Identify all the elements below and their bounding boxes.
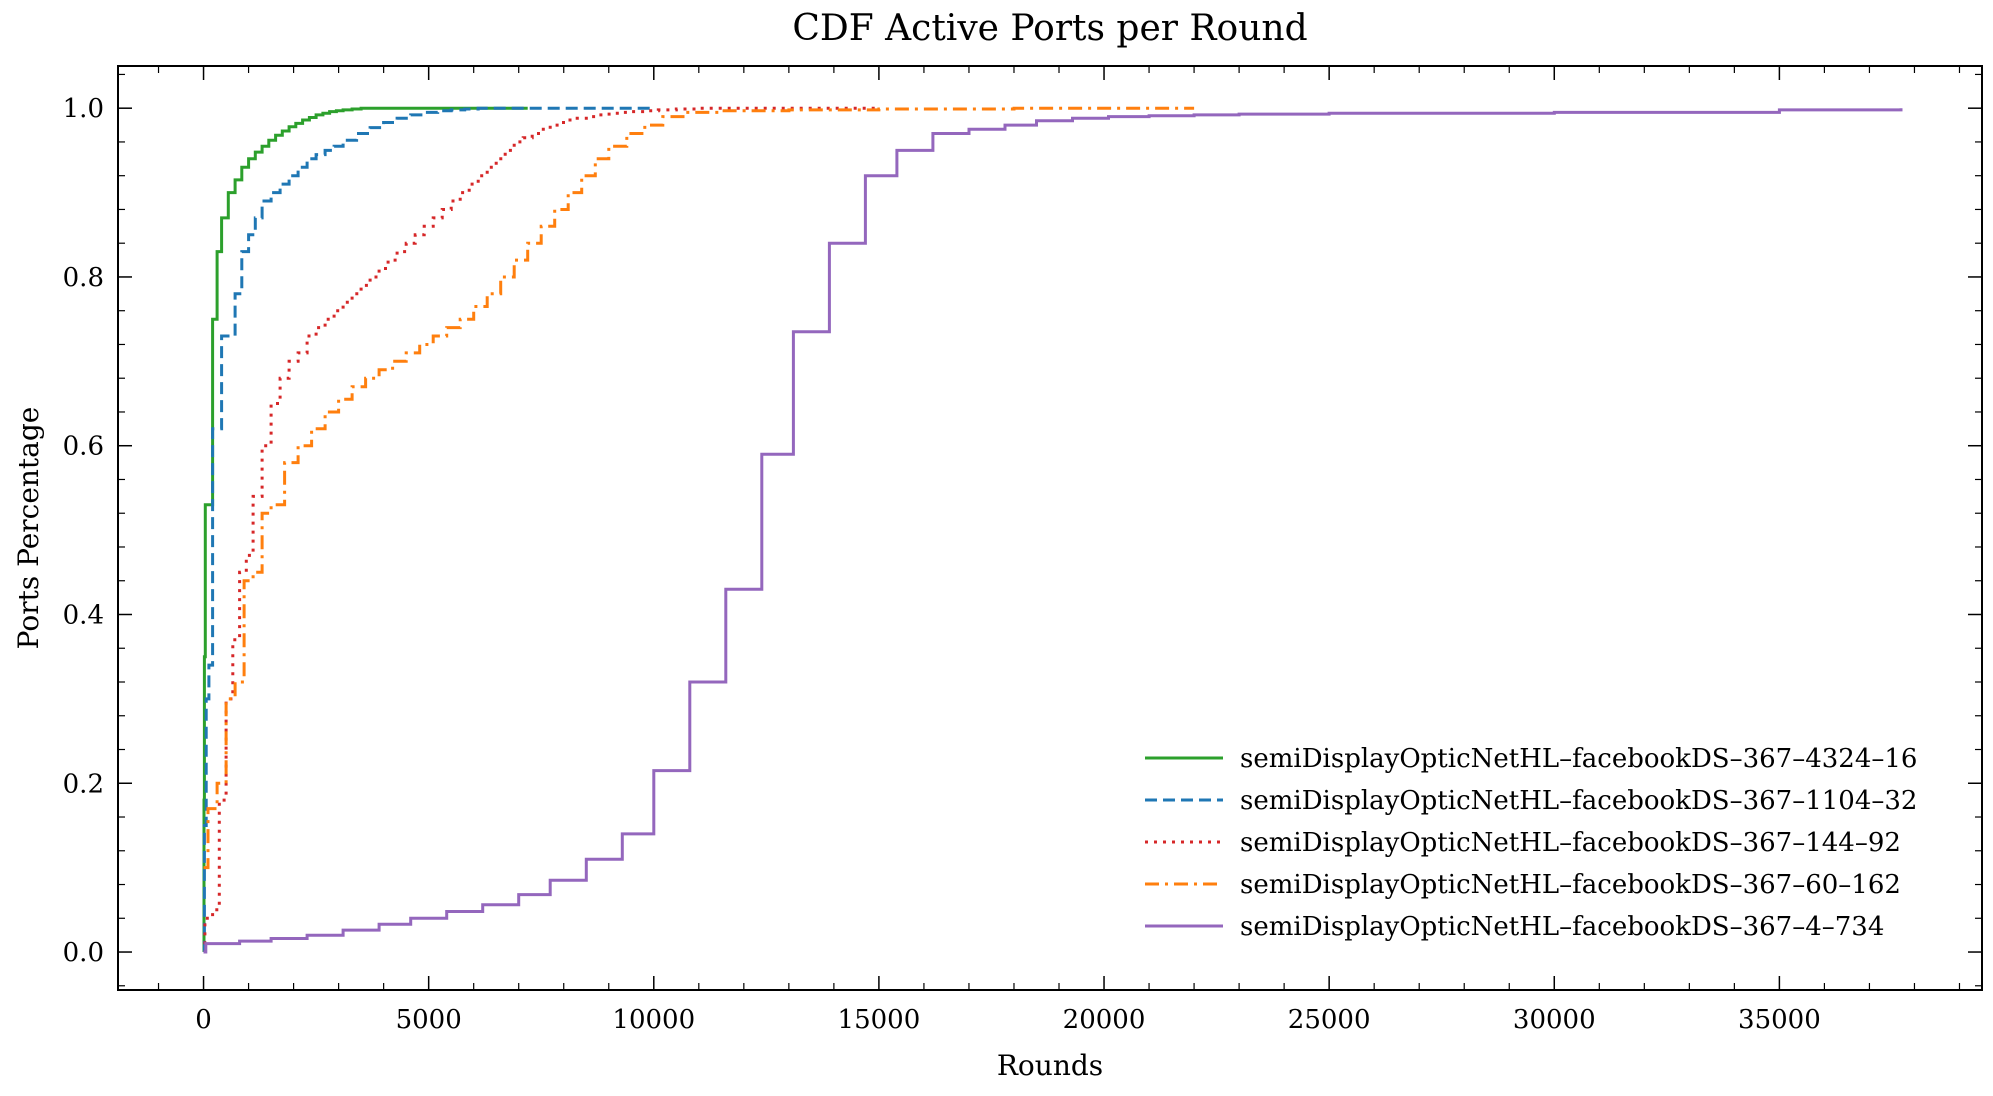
ticks-layer: 0 5000 10000 15000 20000 25000 30000 35000 0.0 0.… (63, 66, 1982, 1035)
y-axis-label: Ports Percentage (12, 407, 45, 650)
x-tick-label: 10000 (612, 1005, 695, 1035)
legend-label-3: semiDisplayOpticNetHL–facebookDS–367–144… (1240, 828, 1901, 858)
x-tick-label: 15000 (838, 1005, 921, 1035)
y-tick-label: 0.8 (63, 263, 104, 293)
chart-title: CDF Active Ports per Round (792, 8, 1307, 49)
series-line-4 (203, 106, 1195, 870)
x-tick-label: 35000 (1738, 1005, 1821, 1035)
y-tick-label: 0.0 (63, 938, 104, 968)
legend-label-4: semiDisplayOpticNetHL–facebookDS–367–60–… (1240, 870, 1901, 900)
legend-label-1: semiDisplayOpticNetHL–facebookDS–367–432… (1240, 744, 1917, 774)
y-tick-label: 1.0 (63, 94, 104, 124)
legend: semiDisplayOpticNetHL–facebookDS–367–432… (1145, 744, 1917, 942)
x-tick-label: 0 (195, 1005, 212, 1035)
series-line-2 (202, 106, 654, 954)
y-tick-label: 0.6 (63, 432, 104, 462)
plot-frame (117, 65, 1983, 991)
x-axis-label: Rounds (997, 1049, 1103, 1082)
series-layer (202, 106, 1903, 954)
series-line-3 (203, 106, 879, 954)
legend-label-2: semiDisplayOpticNetHL–facebookDS–367–110… (1240, 786, 1917, 816)
y-tick-label: 0.4 (63, 600, 104, 630)
series-line-5 (203, 108, 1903, 954)
x-tick-label: 20000 (1063, 1005, 1146, 1035)
x-tick-label: 5000 (396, 1005, 462, 1035)
x-tick-label: 25000 (1288, 1005, 1371, 1035)
legend-label-5: semiDisplayOpticNetHL–facebookDS–367–4–7… (1240, 912, 1884, 942)
x-tick-label: 30000 (1513, 1005, 1596, 1035)
y-tick-label: 0.2 (63, 769, 104, 799)
